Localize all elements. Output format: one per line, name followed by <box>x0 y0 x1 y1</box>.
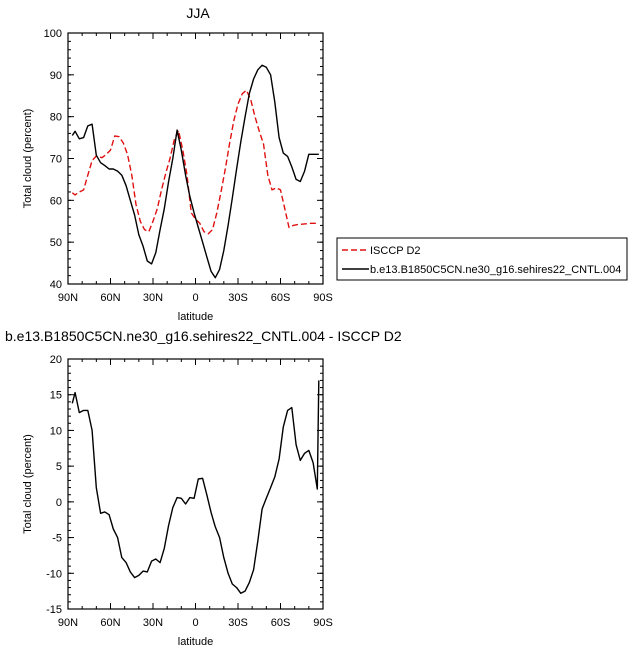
chart1-xtick-label: 90S <box>313 292 333 304</box>
chart1-xtick-label: 30N <box>143 292 163 304</box>
chart1-plot-frame <box>67 32 324 285</box>
chart2-ytick-label: 5 <box>56 461 62 473</box>
chart1-legend-box <box>336 237 628 281</box>
chart1-ytick-label: 50 <box>50 237 62 249</box>
chart2-xtick-label: 60S <box>271 617 291 629</box>
chart1-title: JJA <box>186 5 210 21</box>
chart2-xtick-label: 30N <box>143 617 163 629</box>
chart2-xtick-label: 30S <box>228 617 248 629</box>
chart1-ytick-label: 40 <box>50 279 62 291</box>
chart1-x-axis-label: latitude <box>178 311 213 323</box>
chart2-ytick-label: 20 <box>50 354 62 366</box>
chart1-y-axis-label: Total cloud (percent) <box>22 109 34 209</box>
chart1-xtick-label: 30S <box>228 292 248 304</box>
chart2-y-axis-label: Total cloud (percent) <box>22 434 34 534</box>
chart1-xtick-label: 90N <box>58 292 78 304</box>
chart2-xtick-label: 60N <box>100 617 120 629</box>
chart2-ytick-label: 15 <box>50 390 62 402</box>
chart2-ytick-label: -15 <box>46 604 62 616</box>
chart1-ytick-label: 70 <box>50 154 62 166</box>
chart1-ytick-label: 60 <box>50 195 62 207</box>
chart1-series-line-2 <box>71 64 319 279</box>
chart2-x-axis-label: latitude <box>178 636 213 648</box>
chart1-ytick-label: 90 <box>50 70 62 82</box>
chart2-ytick-label: -5 <box>52 533 62 545</box>
chart1-ytick-label: 80 <box>50 112 62 124</box>
chart2-ytick-label: -10 <box>46 568 62 580</box>
chart1-xtick-label: 0 <box>192 292 198 304</box>
chart2-xtick-label: 0 <box>192 617 198 629</box>
chart1-ytick-label: 100 <box>44 28 62 40</box>
chart1-xtick-label: 60N <box>100 292 120 304</box>
chart1-series-line-1 <box>71 89 319 235</box>
chart2-title: b.e13.B1850C5CN.ne30_g16.sehires22_CNTL.… <box>5 328 402 344</box>
chart2-series-line-1 <box>71 380 320 594</box>
chart1-xtick-label: 60S <box>271 292 291 304</box>
chart2-xtick-label: 90S <box>313 617 333 629</box>
chart2-plot-frame <box>67 358 324 610</box>
chart2-ytick-label: 10 <box>50 425 62 437</box>
chart1-legend-label-2: b.e13.B1850C5CN.ne30_g16.sehires22_CNTL.… <box>370 264 621 276</box>
chart1-legend-label-1: ISCCP D2 <box>370 245 421 257</box>
chart2-ytick-label: 0 <box>56 497 62 509</box>
chart2-xtick-label: 90N <box>58 617 78 629</box>
